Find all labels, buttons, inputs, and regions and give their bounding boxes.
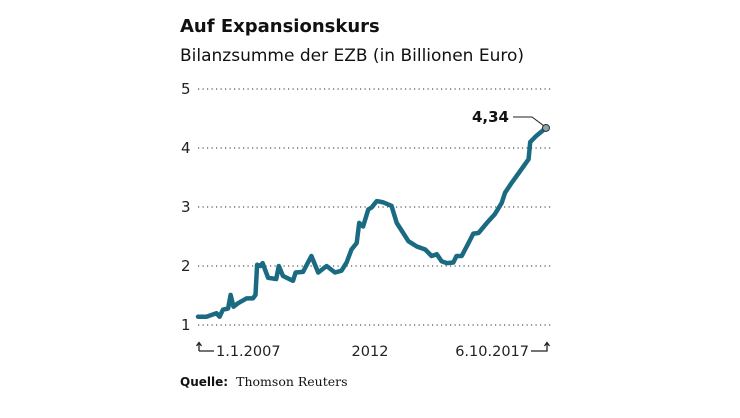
y-tick-label: 1	[181, 316, 191, 334]
x-tick-label: 6.10.2017	[455, 344, 529, 360]
y-tick-label: 2	[181, 257, 191, 275]
y-axis: 1 2 3 4 5	[181, 80, 191, 334]
y-tick-label: 3	[181, 198, 191, 216]
x-tick-label: 1.1.2007	[216, 344, 281, 360]
start-arrow-icon	[195, 341, 214, 352]
chart-title: Auf Expansionskurs	[180, 16, 380, 37]
x-tick-label: 2012	[352, 344, 389, 360]
end-point-marker	[542, 123, 550, 132]
source-value: Thomson Reuters	[236, 374, 347, 389]
series-line	[195, 125, 549, 319]
source-label: Quelle:	[180, 375, 228, 389]
chart-subtitle: Bilanzsumme der EZB (in Billionen Euro)	[180, 46, 524, 66]
annotation-label: 4,34	[472, 108, 509, 126]
source: Quelle: Thomson Reuters	[180, 371, 348, 390]
y-tick-label: 5	[181, 80, 191, 98]
annotation: 4,34	[472, 108, 550, 132]
end-arrow-icon	[531, 341, 551, 352]
x-axis: 1.1.2007 2012 6.10.2017	[195, 341, 551, 360]
annotation-leader	[513, 116, 545, 127]
y-tick-label: 4	[181, 139, 191, 157]
